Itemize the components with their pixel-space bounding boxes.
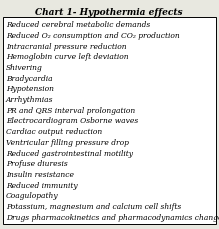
Text: Hypotension: Hypotension <box>6 85 54 93</box>
Text: Bradycardia: Bradycardia <box>6 74 53 82</box>
Text: Coagulopathy: Coagulopathy <box>6 191 59 199</box>
Text: Electrocardiogram Osborne waves: Electrocardiogram Osborne waves <box>6 117 138 125</box>
Text: Reduced gastrointestinal motility: Reduced gastrointestinal motility <box>6 149 133 157</box>
Text: Ventricular filling pressure drop: Ventricular filling pressure drop <box>6 138 129 146</box>
Text: Intracranial pressure reduction: Intracranial pressure reduction <box>6 43 127 50</box>
Text: Reduced O₂ consumption and CO₂ production: Reduced O₂ consumption and CO₂ productio… <box>6 32 180 40</box>
Text: Profuse diuresis: Profuse diuresis <box>6 160 68 167</box>
Text: Cardiac output reduction: Cardiac output reduction <box>6 128 102 136</box>
Text: Shivering: Shivering <box>6 64 43 72</box>
Text: Potassium, magnesium and calcium cell shifts: Potassium, magnesium and calcium cell sh… <box>6 202 181 210</box>
Text: Insulin resistance: Insulin resistance <box>6 170 74 178</box>
Text: Reduced cerebral metabolic demands: Reduced cerebral metabolic demands <box>6 21 150 29</box>
Text: Chart 1- Hypothermia effects: Chart 1- Hypothermia effects <box>35 8 183 17</box>
Text: Hemoglobin curve left deviation: Hemoglobin curve left deviation <box>6 53 129 61</box>
Text: Reduced immunity: Reduced immunity <box>6 181 78 189</box>
Text: Drugs pharmacokinetics and pharmacodynamics changes: Drugs pharmacokinetics and pharmacodynam… <box>6 213 219 221</box>
Text: PR and QRS interval prolongation: PR and QRS interval prolongation <box>6 106 135 114</box>
Text: Arrhythmias: Arrhythmias <box>6 96 53 104</box>
